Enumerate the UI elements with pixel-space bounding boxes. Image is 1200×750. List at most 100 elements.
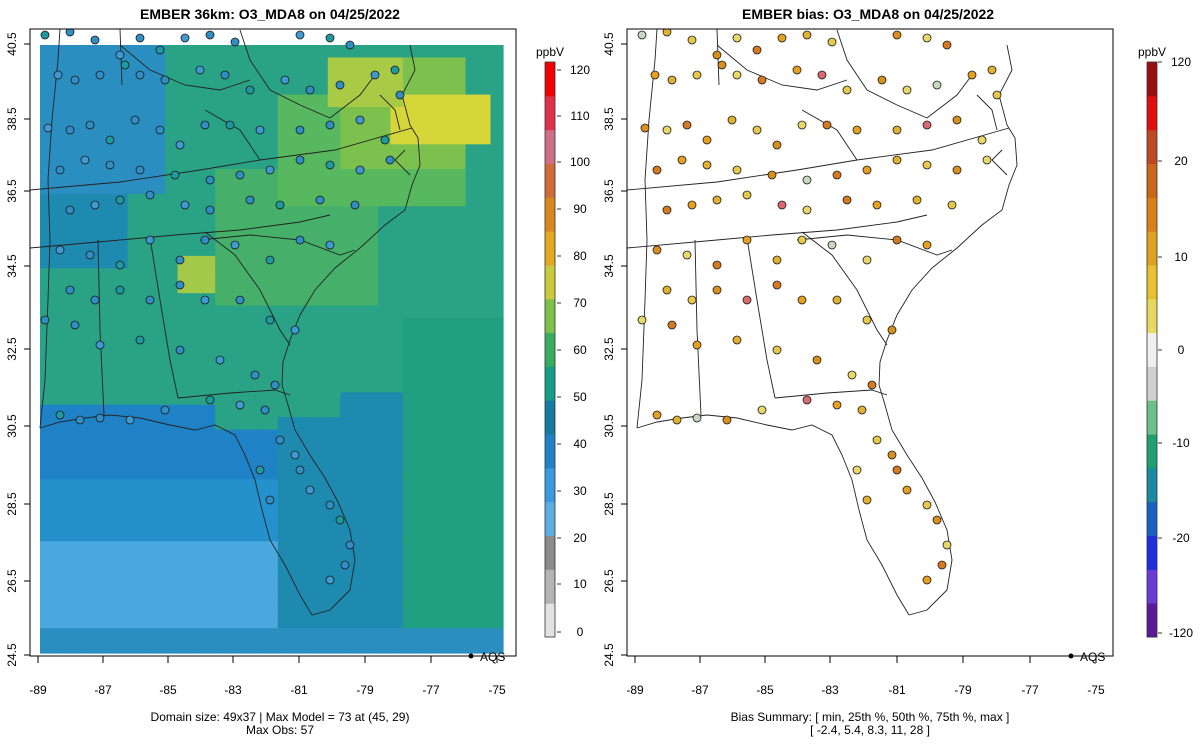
- station-marker: [887, 450, 897, 460]
- station-marker: [812, 355, 822, 365]
- station-marker: [325, 160, 335, 170]
- station-marker: [125, 415, 135, 425]
- station-marker: [55, 245, 65, 255]
- station-marker: [280, 75, 290, 85]
- station-marker: [175, 140, 185, 150]
- station-marker: [667, 320, 677, 330]
- left-legend-label: AQS: [480, 650, 505, 664]
- station-marker: [265, 165, 275, 175]
- station-marker: [802, 30, 812, 40]
- station-marker: [145, 235, 155, 245]
- station-marker: [682, 120, 692, 130]
- station-marker: [742, 190, 752, 200]
- station-marker: [752, 45, 762, 55]
- station-marker: [650, 70, 660, 80]
- station-marker: [922, 160, 932, 170]
- station-marker: [70, 75, 80, 85]
- station-marker: [717, 60, 727, 70]
- station-marker: [155, 125, 165, 135]
- station-marker: [852, 125, 862, 135]
- y-tick-label: 36.5: [602, 179, 616, 203]
- x-tick-label: -89: [626, 683, 644, 697]
- colorbar-tick-label: -10: [1172, 436, 1190, 450]
- legend-dot-icon: [1068, 653, 1074, 659]
- station-marker: [95, 413, 105, 423]
- station-marker: [652, 410, 662, 420]
- station-marker: [200, 295, 210, 305]
- station-marker: [692, 340, 702, 350]
- station-marker: [65, 29, 75, 37]
- station-marker: [832, 170, 842, 180]
- x-tick-label: -87: [691, 683, 709, 697]
- station-marker: [345, 540, 355, 550]
- station-marker: [677, 155, 687, 165]
- station-marker: [732, 165, 742, 175]
- station-marker: [922, 33, 932, 43]
- colorbar-tick-label: 100: [570, 155, 590, 169]
- station-marker: [175, 345, 185, 355]
- station-marker: [275, 435, 285, 445]
- station-marker: [180, 33, 190, 43]
- station-marker: [305, 485, 315, 495]
- left-colorbar-unit: ppbV: [536, 45, 564, 59]
- station-marker: [652, 165, 662, 175]
- station-marker: [982, 155, 992, 165]
- station-marker: [732, 33, 742, 43]
- station-marker: [932, 515, 942, 525]
- station-marker: [712, 50, 722, 60]
- station-marker: [922, 500, 932, 510]
- station-marker: [295, 465, 305, 475]
- colorbar-tick-label: 0: [577, 625, 584, 639]
- station-marker: [877, 75, 887, 85]
- station-marker: [852, 465, 862, 475]
- station-marker: [922, 120, 932, 130]
- station-marker: [952, 115, 962, 125]
- station-marker: [290, 325, 300, 335]
- colorbar-tick-label: 30: [573, 484, 587, 498]
- station-marker: [872, 435, 882, 445]
- station-marker: [777, 200, 787, 210]
- station-marker: [345, 40, 355, 50]
- station-marker: [270, 380, 280, 390]
- colorbar-tick-label: 80: [573, 249, 587, 263]
- station-marker: [135, 335, 145, 345]
- station-marker: [792, 65, 802, 75]
- station-marker: [637, 315, 647, 325]
- right-map-title: EMBER bias: O3_MDA8 on 04/25/2022: [742, 6, 995, 22]
- colorbar-tick-label: 20: [573, 531, 587, 545]
- station-marker: [55, 165, 65, 175]
- colorbar-tick-label: 70: [573, 296, 587, 310]
- station-marker: [325, 240, 335, 250]
- station-marker: [712, 260, 722, 270]
- y-tick-label: 40.5: [5, 32, 19, 56]
- x-tick-label: -85: [756, 683, 774, 697]
- station-marker: [802, 175, 812, 185]
- y-tick-label: 28.5: [5, 492, 19, 516]
- station-marker: [90, 295, 100, 305]
- y-tick-label: 34.5: [602, 254, 616, 278]
- y-tick-label: 38.5: [602, 107, 616, 131]
- right-footer-bias-summary: Bias Summary: [ min, 25th %, 50th %, 75t…: [730, 710, 1010, 724]
- station-marker: [380, 135, 390, 145]
- station-marker: [55, 410, 65, 420]
- station-marker: [200, 235, 210, 245]
- station-marker: [390, 65, 400, 75]
- station-marker: [160, 75, 170, 85]
- station-marker: [832, 295, 842, 305]
- station-marker: [265, 315, 275, 325]
- station-marker: [772, 280, 782, 290]
- station-marker: [772, 140, 782, 150]
- station-marker: [265, 255, 275, 265]
- station-marker: [145, 295, 155, 305]
- station-marker: [205, 175, 215, 185]
- station-marker: [872, 200, 882, 210]
- station-marker: [662, 29, 672, 37]
- colorbar-tick-label: 0: [1178, 343, 1185, 357]
- station-marker: [832, 400, 842, 410]
- left-footer-maxobs: Max Obs: 57: [245, 723, 315, 737]
- station-marker: [672, 415, 682, 425]
- station-marker: [265, 495, 275, 505]
- station-marker: [85, 120, 95, 130]
- station-marker: [90, 35, 100, 45]
- station-marker: [937, 560, 947, 570]
